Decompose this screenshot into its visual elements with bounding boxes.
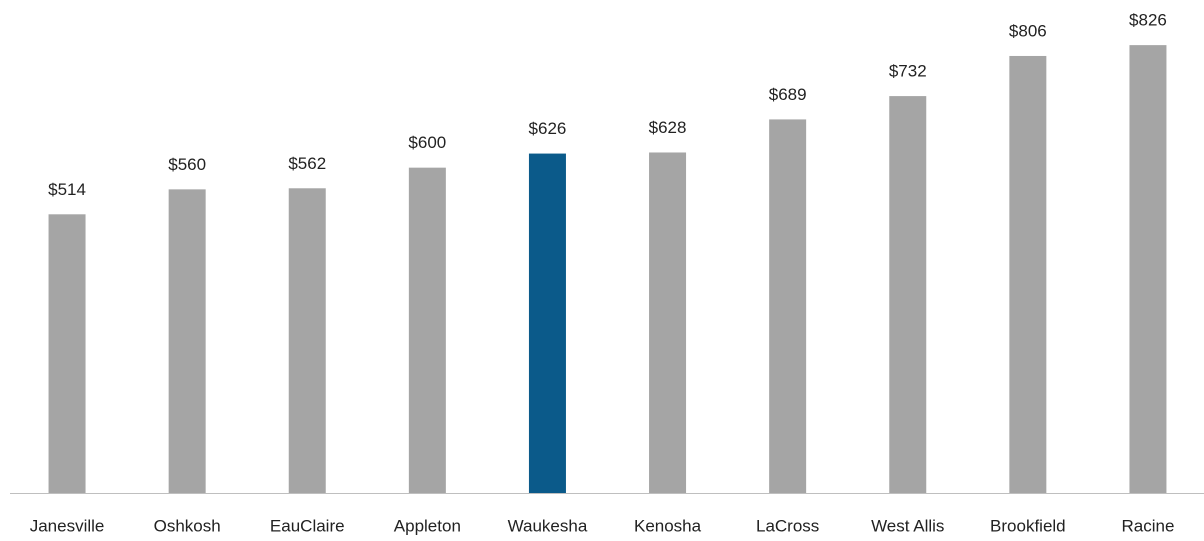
bar: [528, 153, 566, 493]
data-label: $826: [1129, 11, 1167, 30]
x-tick-label: Appleton: [394, 516, 461, 535]
bar: [168, 189, 206, 493]
x-tick-label: LaCross: [756, 516, 819, 535]
data-label: $628: [649, 118, 687, 137]
data-label: $514: [48, 180, 86, 199]
data-label: $732: [889, 62, 927, 81]
x-tick-label: Brookfield: [990, 516, 1066, 535]
x-tick-label: Janesville: [30, 516, 105, 535]
bar: [649, 152, 687, 494]
bar: [769, 119, 807, 494]
bar: [1009, 55, 1047, 494]
bar: [288, 188, 326, 493]
data-label: $806: [1009, 21, 1047, 40]
bar: [408, 167, 446, 493]
bar: [889, 96, 927, 494]
data-label: $562: [288, 154, 326, 173]
bar: [48, 214, 86, 493]
data-label: $600: [408, 133, 446, 152]
x-tick-label: Racine: [1121, 516, 1174, 535]
bar: [1129, 45, 1167, 493]
data-label: $689: [769, 85, 807, 104]
x-tick-label: EauClaire: [270, 516, 345, 535]
x-tick-label: Waukesha: [508, 516, 588, 535]
data-label: $560: [168, 155, 206, 174]
x-tick-label: Kenosha: [634, 516, 702, 535]
data-label: $626: [529, 119, 567, 138]
x-tick-label: Oshkosh: [154, 516, 221, 535]
x-tick-label: West Allis: [871, 516, 944, 535]
